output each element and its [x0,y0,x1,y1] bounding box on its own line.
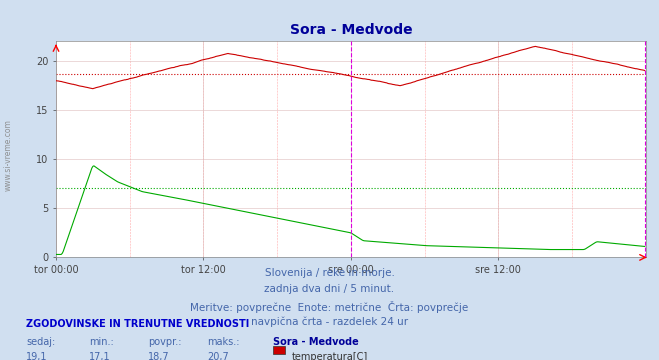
Text: Slovenija / reke in morje.: Slovenija / reke in morje. [264,268,395,278]
Text: min.:: min.: [89,337,114,347]
Text: Meritve: povprečne  Enote: metrične  Črta: povprečje: Meritve: povprečne Enote: metrične Črta:… [190,301,469,312]
Text: Sora - Medvode: Sora - Medvode [273,337,359,347]
Text: 18,7: 18,7 [148,352,170,360]
Text: temperatura[C]: temperatura[C] [292,352,368,360]
Text: 19,1: 19,1 [26,352,48,360]
Text: www.si-vreme.com: www.si-vreme.com [3,119,13,191]
Text: sedaj:: sedaj: [26,337,55,347]
Text: 20,7: 20,7 [208,352,229,360]
Text: zadnja dva dni / 5 minut.: zadnja dva dni / 5 minut. [264,284,395,294]
Text: maks.:: maks.: [208,337,240,347]
Text: 17,1: 17,1 [89,352,111,360]
Title: Sora - Medvode: Sora - Medvode [289,23,413,37]
Text: navpična črta - razdelek 24 ur: navpična črta - razdelek 24 ur [251,317,408,327]
Text: povpr.:: povpr.: [148,337,182,347]
Text: ZGODOVINSKE IN TRENUTNE VREDNOSTI: ZGODOVINSKE IN TRENUTNE VREDNOSTI [26,319,250,329]
